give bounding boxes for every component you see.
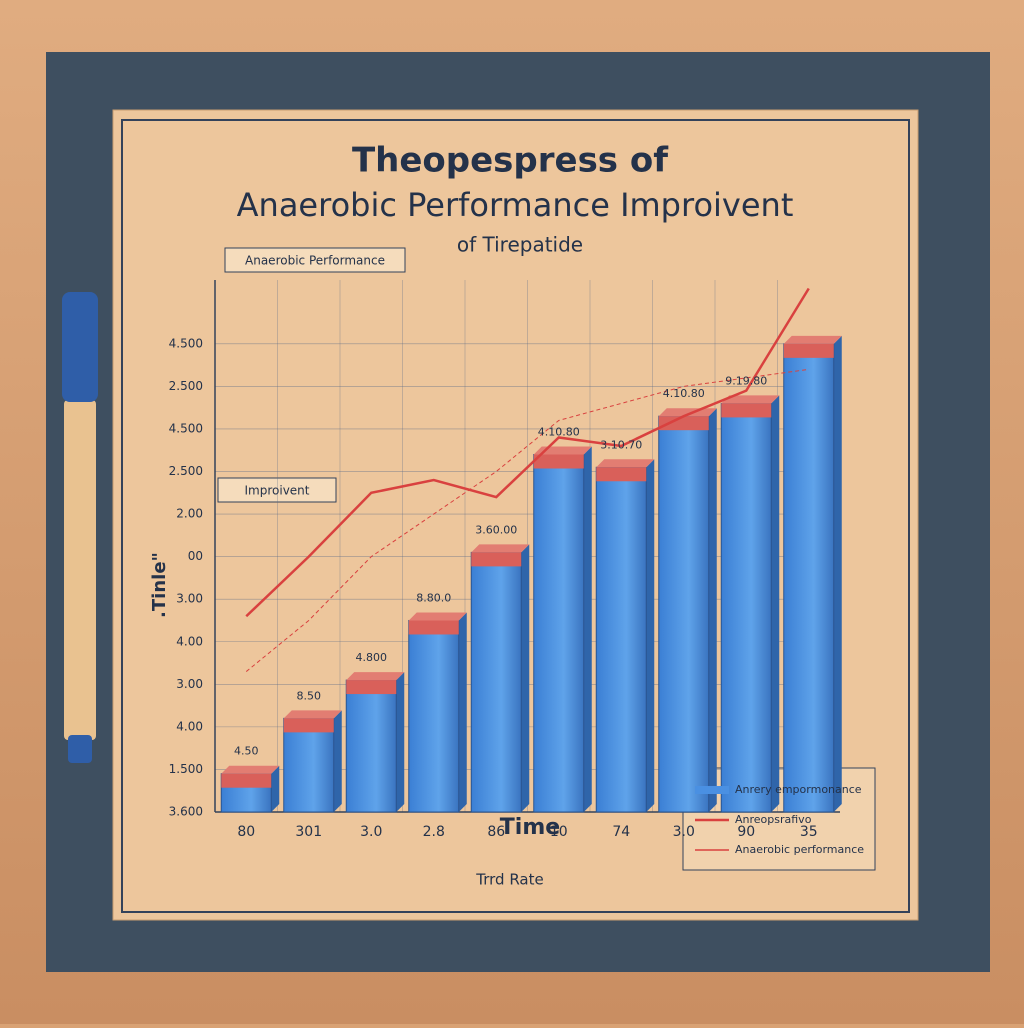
bar-top — [471, 544, 530, 553]
y-tick-label: 4.00 — [176, 634, 203, 648]
chart-subtitle: Anaerobic Performance Improivent — [237, 186, 794, 224]
paper-border — [121, 119, 910, 913]
bar-side — [271, 765, 280, 812]
y-axis-label: .Tinle" — [149, 552, 170, 618]
line — [245, 287, 810, 618]
bar-side — [521, 544, 530, 812]
bar-cap — [783, 343, 834, 358]
bar — [470, 551, 522, 813]
x-tick-label: 74 — [612, 824, 630, 840]
bar — [533, 453, 585, 813]
y-tick-label: 00 — [188, 549, 203, 563]
y-tick-label: 2.500 — [169, 464, 203, 478]
legend-swatch — [695, 786, 729, 794]
y-tick-label: 2.00 — [176, 507, 203, 521]
x-tick-label: 86 — [487, 824, 505, 840]
bar-cap — [346, 680, 397, 695]
pen-tip — [68, 735, 92, 763]
bar-top — [658, 408, 717, 417]
y-tick-label: 3.00 — [176, 592, 203, 606]
y-tick-label: 2.500 — [169, 379, 203, 393]
bar-annotation: 8.50 — [297, 689, 322, 702]
bar-cap — [658, 416, 709, 431]
bar-top — [408, 612, 467, 621]
chart-title: Theopespress of — [352, 141, 669, 181]
bar — [345, 679, 397, 813]
footer: Trrd Rate — [475, 871, 543, 889]
chart-subtitle: of Tirepatide — [457, 233, 583, 257]
bar — [720, 402, 772, 813]
bar-top — [596, 459, 655, 468]
x-tick-label: 2.8 — [423, 824, 445, 840]
bar-cap — [721, 403, 772, 418]
y-tick-label: 4.500 — [169, 421, 203, 435]
bar-cap — [283, 718, 334, 733]
x-axis-label: Time — [500, 815, 560, 840]
bar-annotation: 4.50 — [234, 745, 259, 758]
annotation: Improivent — [245, 484, 310, 498]
annotation-box — [224, 247, 406, 273]
bar-top — [283, 710, 342, 719]
legend-label: Anrery empormonance — [735, 783, 862, 796]
bar-side — [771, 395, 780, 812]
bar-annotation: 4.800 — [356, 651, 388, 664]
bar-cap — [221, 773, 272, 788]
bar-side — [708, 408, 717, 812]
pen-cap — [62, 292, 98, 402]
pen-body — [64, 400, 96, 740]
bar-top — [783, 335, 842, 344]
dashed-line — [245, 368, 809, 672]
bar-side — [833, 335, 842, 812]
pen — [62, 292, 98, 763]
bar-cap — [408, 620, 459, 635]
y-tick-label: 3.00 — [176, 677, 203, 691]
y-tick-label: 4.500 — [169, 336, 203, 350]
bar-cap — [471, 552, 522, 567]
y-tick-label: 1.500 — [169, 762, 203, 776]
bar-annotation: 3.10.70 — [600, 438, 642, 451]
bar-side — [458, 612, 467, 812]
bar-side — [646, 459, 655, 812]
bar-cap — [533, 454, 584, 469]
bar-side — [583, 446, 592, 812]
x-tick-label: 301 — [295, 824, 322, 840]
bar-annotation: 4.10.80 — [663, 387, 705, 400]
bar — [595, 466, 647, 813]
bar — [283, 717, 335, 813]
y-tick-label: 3.600 — [169, 805, 203, 819]
bar-top — [721, 395, 780, 404]
bar-side — [333, 710, 342, 812]
bar-cap — [596, 467, 647, 482]
bar-top — [346, 672, 405, 681]
annotation: Anaerobic Performance — [245, 254, 385, 268]
y-tick-label: 4.00 — [176, 719, 203, 733]
legend-label: Anreopsrafivo — [735, 813, 812, 826]
bar — [783, 343, 835, 813]
bar-side — [396, 672, 405, 812]
bar-annotation: 9.19.80 — [725, 374, 767, 387]
x-tick-label: 3.0 — [673, 824, 695, 840]
legend-label: Anaerobic performance — [735, 843, 864, 856]
x-tick-label: 80 — [237, 824, 255, 840]
x-tick-label: 3.0 — [360, 824, 382, 840]
bar-annotation: 4.10.80 — [538, 425, 580, 438]
annotation-box — [217, 477, 337, 503]
x-tick-label: 10 — [550, 824, 568, 840]
bar-top — [221, 765, 280, 774]
bar-annotation: 3.60.00 — [475, 523, 517, 536]
bar — [658, 415, 710, 813]
x-tick-label: 35 — [800, 824, 818, 840]
x-tick-label: 90 — [737, 824, 755, 840]
bar — [408, 619, 460, 813]
bar-annotation: 8.80.0 — [416, 591, 451, 604]
